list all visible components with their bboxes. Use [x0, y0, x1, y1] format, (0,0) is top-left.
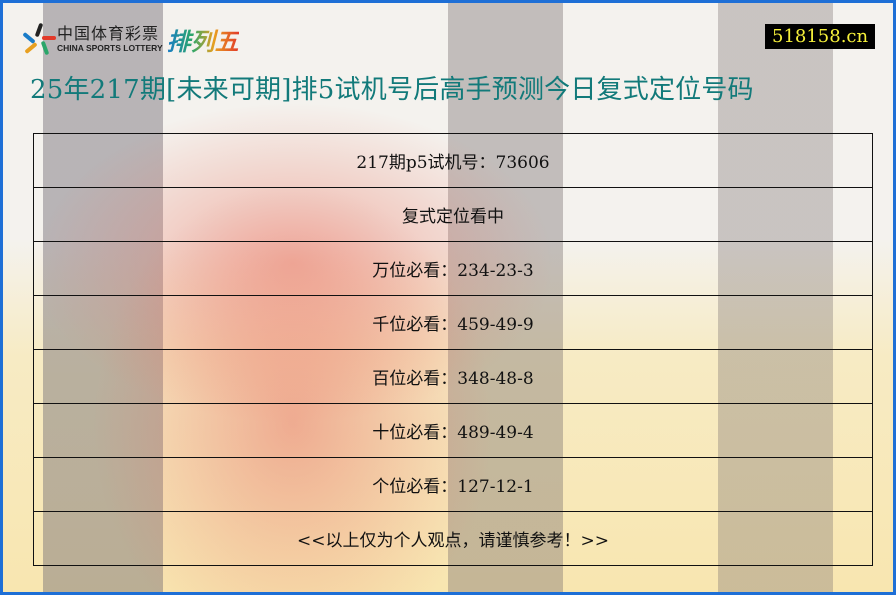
- table-row: 217期p5试机号：73606: [33, 133, 873, 188]
- site-badge[interactable]: 518158.cn: [765, 24, 876, 49]
- table-cell: 千位必看：459-49-9: [33, 295, 873, 350]
- table-cell: 万位必看：234-23-3: [33, 241, 873, 296]
- prediction-table: 217期p5试机号：73606 复式定位看中 万位必看：234-23-3 千位必…: [33, 133, 873, 566]
- table-cell: 217期p5试机号：73606: [33, 133, 873, 188]
- table-row: 百位必看：348-48-8: [33, 349, 873, 404]
- page-title: 25年217期[未来可期]排5试机号后高手预测今日复式定位号码: [30, 75, 754, 105]
- logo-cn-text: 中国体育彩票: [57, 24, 160, 43]
- lottery-logo: 中国体育彩票 CHINA SPORTS LOTTERY 排列五: [21, 21, 239, 57]
- logo-en-text: CHINA SPORTS LOTTERY: [57, 43, 163, 53]
- table-row: 个位必看：127-12-1: [33, 457, 873, 512]
- table-row: 万位必看：234-23-3: [33, 241, 873, 296]
- disclaimer: <<以上仅为个人观点，请谨慎参考！>>: [33, 511, 873, 566]
- table-cell: 个位必看：127-12-1: [33, 457, 873, 512]
- table-row: 千位必看：459-49-9: [33, 295, 873, 350]
- logo-game-text: 排列五: [167, 22, 239, 57]
- table-row: 复式定位看中: [33, 187, 873, 242]
- table-cell: 十位必看：489-49-4: [33, 403, 873, 458]
- table-row: 十位必看：489-49-4: [33, 403, 873, 458]
- table-cell: 百位必看：348-48-8: [33, 349, 873, 404]
- table-row: <<以上仅为个人观点，请谨慎参考！>>: [33, 511, 873, 566]
- lottery-star-icon: [21, 21, 57, 57]
- table-cell: 复式定位看中: [33, 187, 873, 242]
